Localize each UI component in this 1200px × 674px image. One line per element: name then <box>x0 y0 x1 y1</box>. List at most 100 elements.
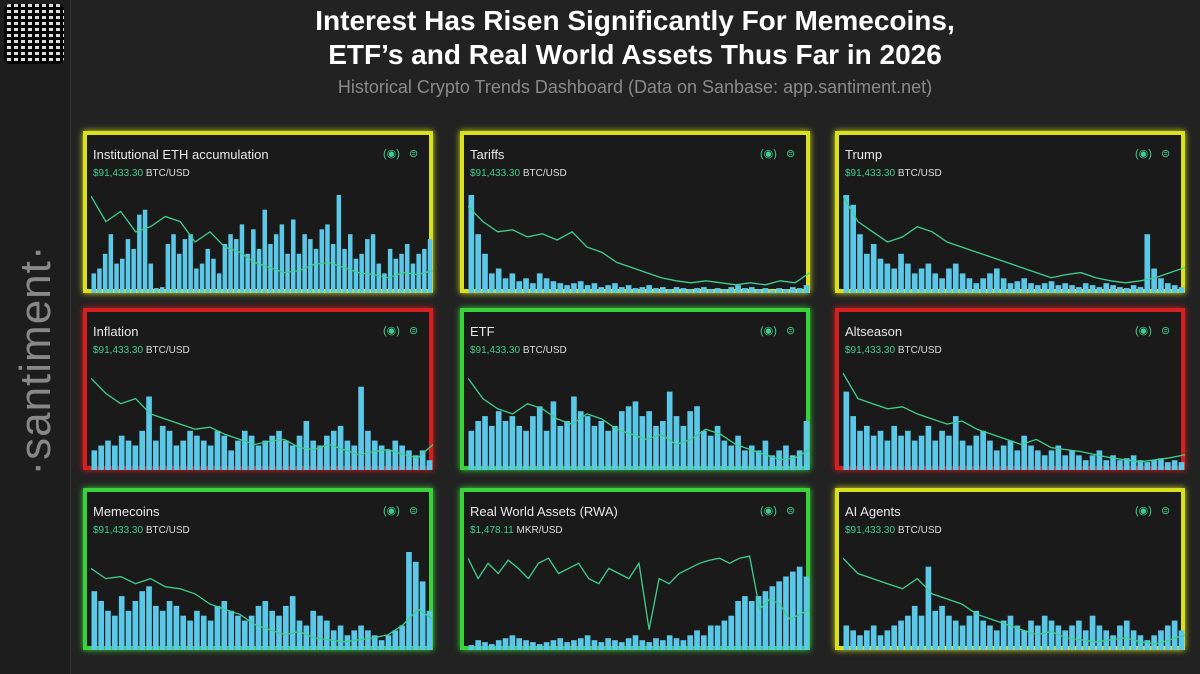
bar <box>248 615 255 650</box>
bar <box>199 263 205 293</box>
bar <box>673 416 680 470</box>
menu-icon[interactable]: ⊜ <box>786 148 796 160</box>
bar <box>137 214 142 293</box>
bar <box>891 268 898 293</box>
bar <box>523 278 529 293</box>
bar <box>687 635 694 650</box>
chart-panel[interactable]: Altseason $91,433.30 BTC/USD (◉) ⊜ <box>835 308 1185 470</box>
bar <box>351 445 358 470</box>
bar <box>980 430 986 470</box>
bar <box>1089 455 1096 470</box>
bar <box>612 640 618 650</box>
bar <box>653 288 659 293</box>
bar <box>796 566 803 650</box>
bar <box>911 273 918 293</box>
bar <box>105 610 111 650</box>
settings-icon[interactable]: (◉) <box>760 148 777 160</box>
bar <box>489 644 495 650</box>
bar <box>399 625 405 650</box>
bar <box>378 445 385 470</box>
bar <box>946 435 952 470</box>
bar <box>262 440 269 470</box>
price-label: $91,433.30 BTC/USD <box>93 525 190 536</box>
bar <box>153 440 159 470</box>
price-label: $1,478.11 MKR/USD <box>470 525 563 536</box>
bar <box>877 430 884 470</box>
bar <box>591 640 598 650</box>
menu-icon[interactable]: ⊜ <box>786 505 796 517</box>
settings-icon[interactable]: (◉) <box>1135 148 1152 160</box>
chart-panel[interactable]: AI Agents $91,433.30 BTC/USD (◉) ⊜ <box>835 488 1185 650</box>
bar <box>200 615 207 650</box>
menu-icon[interactable]: ⊜ <box>409 325 419 337</box>
bar <box>666 635 673 650</box>
bar <box>735 285 741 293</box>
bar <box>502 421 509 470</box>
bar <box>803 285 810 293</box>
bar <box>877 258 884 293</box>
settings-icon[interactable]: (◉) <box>760 505 777 517</box>
bar <box>159 425 166 470</box>
bar <box>1164 283 1171 293</box>
bar <box>789 455 796 470</box>
menu-icon[interactable]: ⊜ <box>409 505 419 517</box>
bar <box>530 642 536 650</box>
bar <box>870 625 877 650</box>
bar <box>371 440 378 470</box>
menu-icon[interactable]: ⊜ <box>786 325 796 337</box>
settings-icon[interactable]: (◉) <box>1135 505 1152 517</box>
settings-icon[interactable]: (◉) <box>1135 325 1152 337</box>
settings-icon[interactable]: (◉) <box>383 325 400 337</box>
bar <box>966 278 973 293</box>
bar <box>173 445 180 470</box>
bar <box>1082 283 1089 293</box>
chart-panel[interactable]: Real World Assets (RWA) $1,478.11 MKR/US… <box>460 488 810 650</box>
bar <box>166 430 173 470</box>
bar <box>721 620 728 650</box>
bar <box>987 440 993 470</box>
bar <box>108 234 114 293</box>
settings-icon[interactable]: (◉) <box>760 325 777 337</box>
settings-icon[interactable]: (◉) <box>383 148 400 160</box>
bar <box>1103 283 1110 293</box>
bar <box>365 630 371 650</box>
bar <box>392 440 399 470</box>
chart-panel[interactable]: Tariffs $91,433.30 BTC/USD (◉) ⊜ <box>460 131 810 293</box>
menu-icon[interactable]: ⊜ <box>409 148 419 160</box>
price-line <box>468 377 810 461</box>
bar <box>502 638 509 650</box>
bar <box>870 435 877 470</box>
bar <box>489 425 495 470</box>
bar <box>509 416 516 470</box>
menu-icon[interactable]: ⊜ <box>1161 325 1171 337</box>
bar <box>1144 640 1151 650</box>
bar <box>1055 285 1062 293</box>
bar <box>426 460 433 470</box>
bar <box>925 566 932 650</box>
chart-panel[interactable]: Trump $91,433.30 BTC/USD (◉) ⊜ <box>835 131 1185 293</box>
bar <box>516 638 523 650</box>
price-value: $91,433.30 <box>93 345 144 356</box>
chart-panel[interactable]: Institutional ETH accumulation $91,433.3… <box>83 131 433 293</box>
bar <box>680 640 687 650</box>
settings-icon[interactable]: (◉) <box>383 505 400 517</box>
bar <box>605 638 611 650</box>
chart-panel[interactable]: Inflation $91,433.30 BTC/USD (◉) ⊜ <box>83 308 433 470</box>
bar <box>789 287 796 293</box>
chart-panel[interactable]: Memecoins $91,433.30 BTC/USD (◉) ⊜ <box>83 488 433 650</box>
menu-icon[interactable]: ⊜ <box>1161 148 1171 160</box>
chart-panel[interactable]: ETF $91,433.30 BTC/USD (◉) ⊜ <box>460 308 810 470</box>
bar <box>735 601 741 650</box>
bar <box>495 640 502 650</box>
bar <box>187 620 193 650</box>
bar <box>755 450 762 470</box>
bar <box>475 640 481 650</box>
bar <box>952 416 959 470</box>
menu-icon[interactable]: ⊜ <box>1161 505 1171 517</box>
bar <box>132 445 139 470</box>
bar <box>1164 625 1171 650</box>
bar <box>993 630 1000 650</box>
bar <box>577 411 584 470</box>
bar <box>1000 620 1007 650</box>
bar <box>283 605 289 650</box>
